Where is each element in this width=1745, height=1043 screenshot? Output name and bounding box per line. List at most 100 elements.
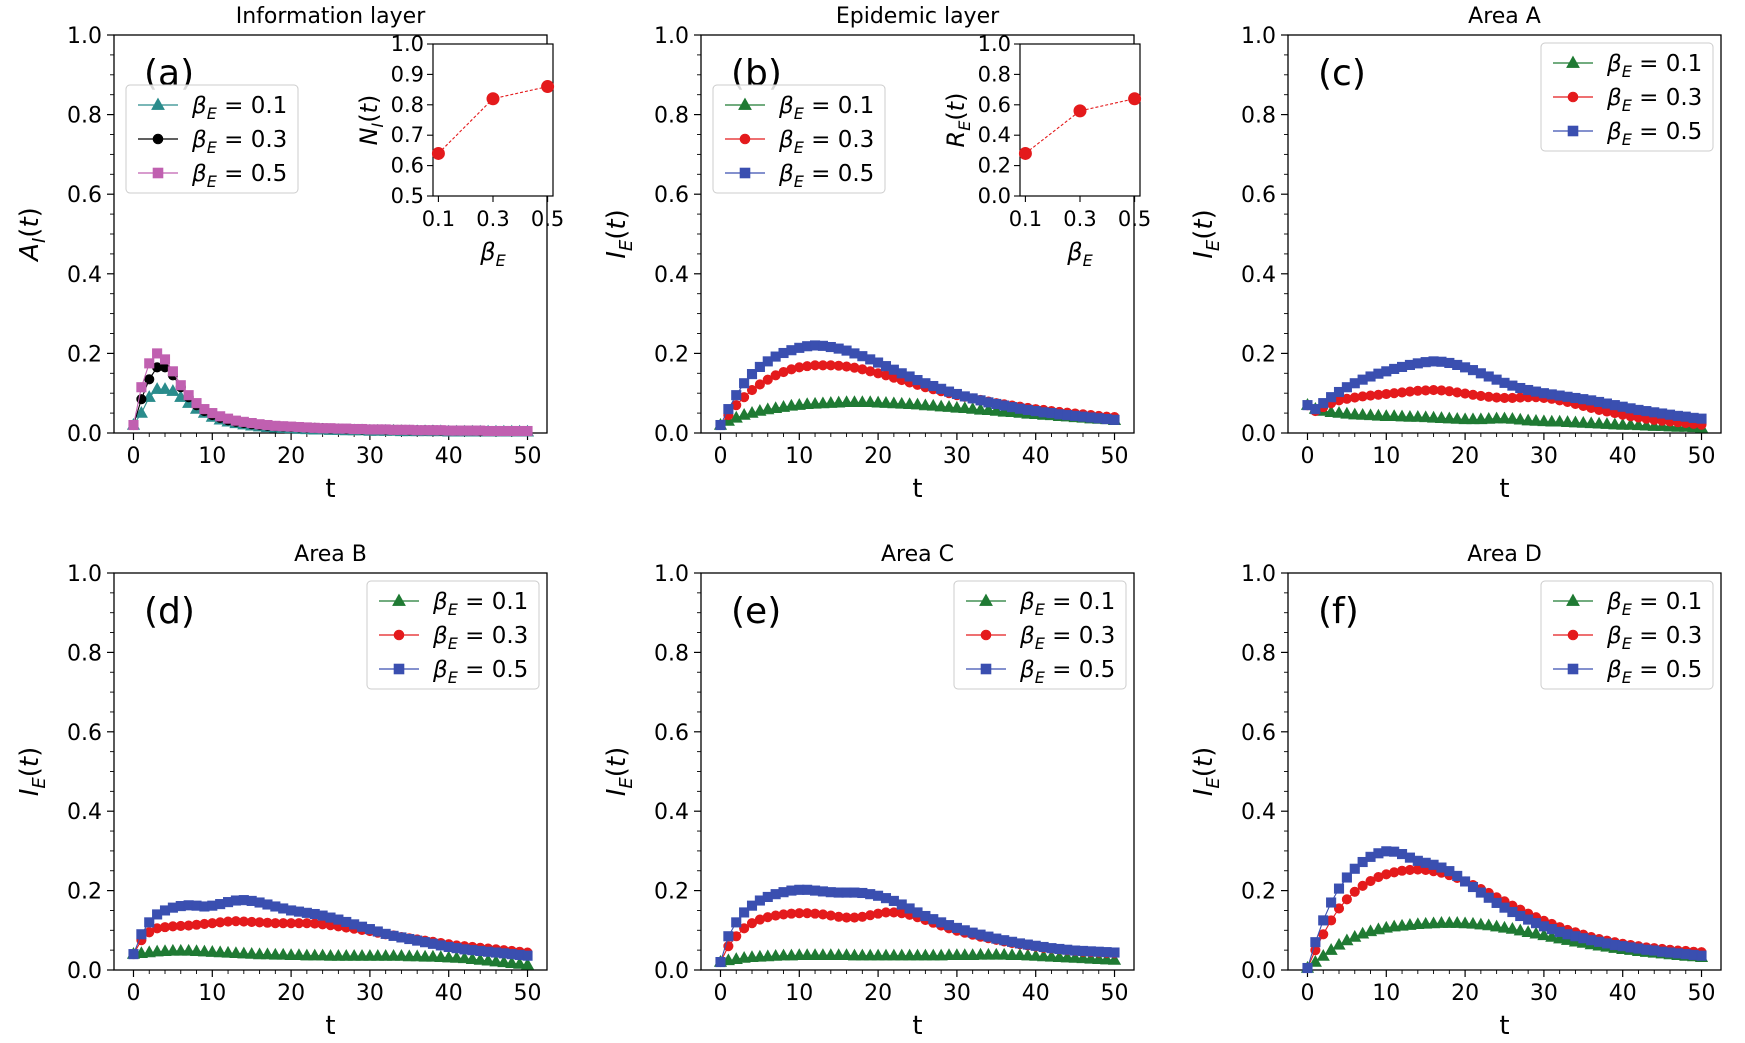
legend-sub: E [794,138,805,157]
y-tick-label: 0.6 [67,183,102,208]
panel-label: (c) [1318,53,1366,94]
data-point [489,954,503,967]
data-point [1029,949,1043,961]
legend-label: βE = 0.3 [1019,623,1115,653]
data-point [746,384,758,396]
inset-y-sub: E [955,120,974,131]
x-tick-label: 30 [1530,444,1558,469]
x-tick-label: 10 [1372,981,1400,1006]
inset-x-label-main: β [479,238,495,266]
ylabel-open: ( [15,767,45,777]
x-tick-label: 50 [1688,444,1716,469]
y-axis-label: IE(t) [602,209,637,259]
legend-sub: E [207,172,218,191]
legend-label: βE = 0.5 [191,161,287,191]
data-point [997,947,1011,960]
inset-data-point [1018,146,1032,160]
legend-value: = 0.3 [1632,623,1702,649]
legend-sub: E [1622,668,1633,687]
data-point [1427,410,1441,423]
legend-label: βE = 0.1 [1606,589,1702,619]
inset-line [1025,98,1135,154]
ylabel-main: I [1189,251,1219,259]
data-point [1513,923,1527,936]
inset-y-label: RE(t) [942,93,974,148]
data-point [723,404,734,415]
data-point [762,374,773,385]
y-tick-label: 0.8 [654,104,689,129]
legend-beta: β [1606,51,1622,77]
inset-y-sub: I [368,122,387,127]
data-point [1068,950,1082,963]
legend-sub: E [1622,130,1633,149]
x-tick-label: 40 [1022,444,1050,469]
data-point [1387,409,1401,421]
data-point [1419,410,1433,423]
data-point [1324,405,1338,417]
y-tick-label: 0.4 [654,800,689,825]
data-point [1474,917,1488,930]
legend-beta: β [1606,85,1622,111]
data-point [895,396,909,409]
data-point [966,402,980,414]
y-tick-label: 1.0 [654,562,689,587]
ylabel-open: ( [1189,230,1219,240]
chart-title: Area A [1468,4,1541,29]
x-tick-label: 10 [198,444,226,469]
ylabel-main: I [602,789,632,797]
data-point [1302,962,1313,974]
data-point [1371,408,1385,421]
data-point [197,944,211,957]
legend-value: = 0.3 [804,127,874,153]
data-point [497,955,511,968]
x-tick-label: 40 [1609,981,1637,1006]
data-point [1326,897,1337,908]
legend-sub: E [1622,600,1633,619]
legend-box [1540,42,1714,152]
x-tick-label: 40 [435,981,463,1006]
data-point [1333,883,1345,894]
x-tick-label: 0 [713,444,727,469]
inset-y-tick-label: 0.4 [978,123,1011,147]
series-markers-3 [1302,846,1707,974]
ylabel-open: ( [15,228,45,238]
legend-box [366,580,540,690]
inset-y-t: t [355,102,383,113]
legend-value: = 0.3 [1045,623,1115,649]
data-point [731,917,742,928]
x-tick-label: 20 [277,444,305,469]
y-tick-label: 0.8 [1241,641,1276,666]
legend-marker [1567,663,1579,675]
data-point [1434,411,1449,423]
y-tick-label: 0.4 [1241,800,1276,825]
series-markers-3 [128,895,533,961]
data-point [1310,404,1321,415]
y-tick-label: 0.8 [67,104,102,129]
x-tick-label: 40 [1022,981,1050,1006]
legend-sub: E [1035,668,1046,687]
data-point [152,348,163,359]
data-point [1513,412,1527,425]
ylabel-main: I [1189,789,1219,797]
y-tick-label: 0.6 [654,183,689,208]
inset-x-label: βE [1066,238,1093,270]
data-point [1044,949,1059,962]
y-axis-label: IE(t) [602,747,637,797]
legend: βE = 0.1βE = 0.3βE = 0.5 [1540,42,1714,152]
legend-marker [980,629,992,641]
y-tick-label: 0.4 [67,263,102,288]
data-point [136,382,147,393]
legend-beta: β [778,93,794,119]
legend-label: βE = 0.1 [432,589,528,619]
legend-sub: E [448,634,459,653]
data-point [863,395,877,408]
data-point [1553,414,1567,427]
data-point [1021,948,1035,961]
x-tick-label: 20 [1451,981,1479,1006]
y-tick-label: 0.2 [67,880,102,905]
x-tick-label: 50 [514,981,542,1006]
legend-sub: E [794,172,805,191]
y-tick-label: 0.2 [1241,342,1276,367]
data-point [1600,417,1614,429]
